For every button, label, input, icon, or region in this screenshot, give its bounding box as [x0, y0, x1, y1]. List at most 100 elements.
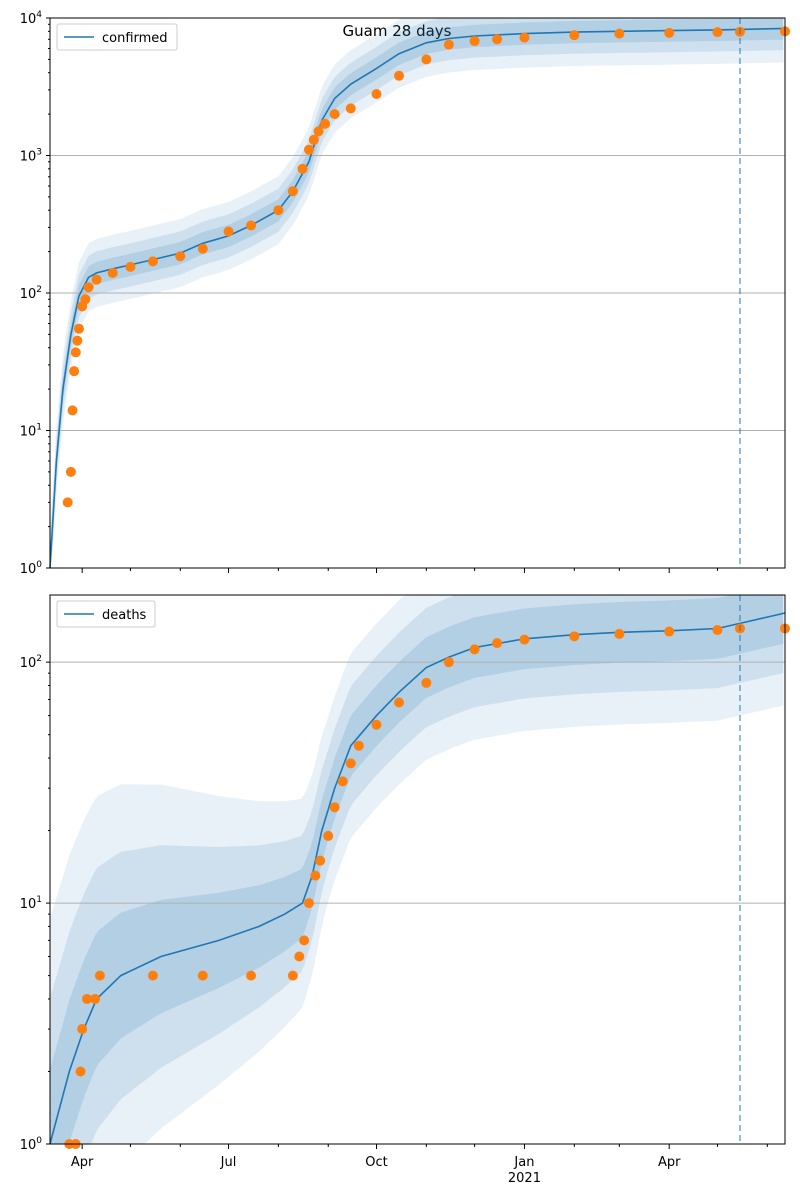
observed-point — [197, 970, 208, 981]
observed-point — [519, 32, 530, 43]
y-tick-label: 102 — [20, 285, 42, 302]
observed-point — [492, 638, 503, 649]
observed-point — [75, 1066, 86, 1077]
observed-point — [107, 267, 118, 278]
observed-point — [421, 677, 432, 688]
observed-point — [67, 405, 78, 416]
x-tick-label: Apr — [658, 1155, 681, 1170]
observed-point — [469, 644, 480, 655]
y-axis: 100 101 102 — [20, 654, 50, 1153]
observed-point — [712, 624, 723, 635]
observed-point — [62, 497, 73, 508]
deaths-panel: 100 101 102 Apr Jul Oct Jan Apr 2021 deaths — [20, 594, 790, 1186]
observed-point — [443, 39, 454, 50]
observed-point — [94, 970, 105, 981]
observed-point — [394, 70, 405, 81]
observed-points — [64, 623, 790, 1149]
observed-point — [273, 205, 284, 216]
legend: deaths — [56, 600, 156, 628]
x-year-label: 2021 — [508, 1171, 541, 1186]
observed-point — [90, 993, 101, 1004]
observed-point — [712, 27, 723, 38]
y-tick-label: 103 — [20, 148, 42, 165]
legend-label-confirmed: confirmed — [102, 31, 168, 46]
observed-point — [329, 109, 340, 120]
observed-points — [62, 26, 790, 508]
observed-point — [329, 802, 340, 813]
y-tick-label: 102 — [20, 654, 42, 671]
observed-point — [313, 126, 324, 137]
observed-point — [81, 993, 92, 1004]
observed-point — [323, 830, 334, 841]
observed-point — [569, 30, 580, 41]
observed-point — [73, 323, 84, 334]
observed-point — [303, 898, 314, 909]
observed-point — [91, 274, 102, 285]
observed-point — [77, 1024, 88, 1035]
legend-label-deaths: deaths — [102, 608, 147, 623]
y-tick-label: 101 — [20, 423, 42, 440]
y-axis: 100 101 102 103 104 — [20, 10, 50, 577]
observed-point — [147, 970, 158, 981]
observed-point — [246, 970, 257, 981]
x-axis — [81, 568, 768, 573]
x-tick-label: Apr — [71, 1155, 94, 1170]
observed-point — [569, 631, 580, 642]
observed-point — [287, 970, 298, 981]
plot-frame — [49, 594, 786, 1145]
observed-point — [83, 282, 94, 293]
observed-point — [297, 163, 308, 174]
x-tick-label: Oct — [365, 1155, 387, 1170]
legend: confirmed — [56, 23, 178, 51]
observed-point — [80, 294, 91, 305]
confidence-band — [50, 595, 784, 1144]
x-tick-label: Jan — [513, 1155, 534, 1170]
observed-point — [345, 758, 356, 769]
observed-point — [197, 243, 208, 254]
observed-point — [614, 28, 625, 39]
observed-point — [353, 740, 364, 751]
observed-point — [519, 634, 530, 645]
observed-point — [664, 27, 675, 38]
observed-point — [175, 251, 186, 262]
observed-point — [72, 335, 83, 346]
observed-point — [337, 776, 348, 787]
observed-point — [345, 103, 356, 114]
observed-point — [147, 256, 158, 267]
observed-point — [421, 54, 432, 65]
confidence-bands — [50, 595, 784, 1144]
observed-point — [246, 220, 257, 231]
observed-point — [492, 34, 503, 45]
confirmed-panel: 100 101 102 103 104 confirmed — [20, 10, 790, 577]
observed-point — [310, 870, 321, 881]
observed-point — [614, 628, 625, 639]
y-tick-label: 104 — [20, 10, 43, 27]
observed-point — [70, 347, 81, 358]
observed-point — [371, 89, 382, 100]
observed-point — [443, 657, 454, 668]
observed-point — [303, 144, 314, 155]
x-tick-label: Jul — [220, 1155, 237, 1170]
y-tick-label: 100 — [20, 560, 43, 577]
y-tick-label: 100 — [20, 1136, 43, 1153]
legend-box — [56, 600, 156, 628]
observed-point — [294, 951, 305, 962]
y-tick-label: 101 — [20, 895, 42, 912]
observed-point — [65, 466, 76, 477]
observed-point — [469, 36, 480, 47]
observed-point — [320, 118, 331, 129]
chart-title: Guam 28 days — [343, 22, 452, 40]
x-axis: Apr Jul Oct Jan Apr 2021 — [71, 1144, 768, 1186]
observed-point — [125, 261, 136, 272]
confidence-band — [50, 595, 784, 1144]
observed-point — [223, 226, 234, 237]
confidence-band — [50, 595, 784, 1144]
observed-point — [308, 134, 319, 145]
observed-point — [664, 626, 675, 637]
observed-point — [394, 697, 405, 708]
legend-box — [56, 23, 178, 51]
observed-point — [315, 855, 326, 866]
observed-point — [69, 366, 80, 377]
observed-point — [299, 935, 310, 946]
